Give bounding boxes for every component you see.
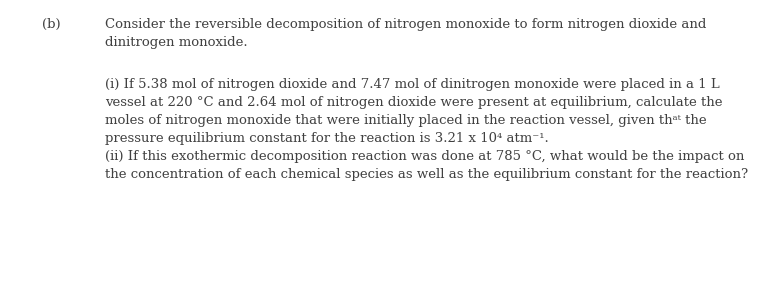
- Text: vessel at 220 °C and 2.64 mol of nitrogen dioxide were present at equilibrium, c: vessel at 220 °C and 2.64 mol of nitroge…: [105, 96, 723, 109]
- Text: pressure equilibrium constant for the reaction is 3.21 x 10⁴ atm⁻¹.: pressure equilibrium constant for the re…: [105, 132, 549, 145]
- Text: (ii) If this exothermic decomposition reaction was done at 785 °C, what would be: (ii) If this exothermic decomposition re…: [105, 150, 745, 163]
- Text: (i) If 5.38 mol of nitrogen dioxide and 7.47 mol of dinitrogen monoxide were pla: (i) If 5.38 mol of nitrogen dioxide and …: [105, 78, 720, 91]
- Text: the concentration of each chemical species as well as the equilibrium constant f: the concentration of each chemical speci…: [105, 168, 748, 181]
- Text: dinitrogen monoxide.: dinitrogen monoxide.: [105, 36, 247, 49]
- Text: moles of nitrogen monoxide that were initially placed in the reaction vessel, gi: moles of nitrogen monoxide that were ini…: [105, 114, 706, 127]
- Text: (b): (b): [42, 18, 60, 31]
- Text: Consider the reversible decomposition of nitrogen monoxide to form nitrogen diox: Consider the reversible decomposition of…: [105, 18, 706, 31]
